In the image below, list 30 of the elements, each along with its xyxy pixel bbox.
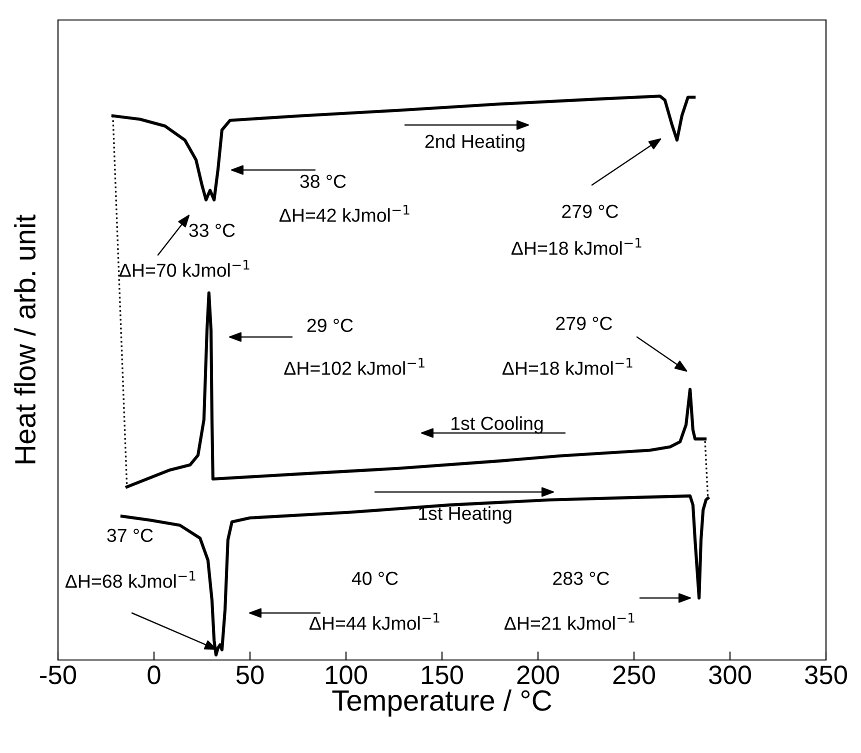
annotation: 283 °C [553,572,610,586]
annotation: 279 °C [556,316,612,330]
annotation: ΔH=70 kJmol$^{−1}$ [119,260,250,277]
x-tick-label: 200 [517,666,559,684]
x-tick-label: 150 [422,666,463,684]
annotation: ΔH=44 kJmol$^{−1}$ [309,612,440,630]
annotation: 37 °C [107,528,153,542]
x-axis-title: Temperature / °C [332,689,552,717]
x-tick-label: 100 [326,666,367,684]
x-tick-label: 350 [804,666,847,684]
x-tick-label: 300 [708,666,751,684]
annotation: ΔH=68 kJmol$^{−1}$ [65,570,196,588]
annotation: ΔH=42 kJmol$^{−1}$ [279,204,410,222]
annotation: ΔH=18 kJmol$^{−1}$ [502,358,632,375]
annotation: 279 °C [562,204,618,218]
x-tick-label: 50 [236,666,264,684]
annotation: ΔH=18 kJmol$^{−1}$ [511,238,642,255]
annotation: ΔH=21 kJmol$^{−1}$ [504,612,634,630]
x-tick-label: -50 [40,666,76,684]
annotation: 29 °C [307,318,353,332]
annotation: 33 °C [189,224,235,238]
x-tick-label: 0 [148,666,160,684]
annotation: ΔH=102 kJmol$^{−1}$ [284,358,424,375]
annotation: 1st Heating [419,506,512,524]
annotation: 2nd Heating [425,134,524,152]
x-tick-label: 250 [613,666,655,684]
annotation: 38 °C [300,174,346,188]
annotation: 40 °C [352,572,398,586]
annotation: 1st Cooling [452,416,543,434]
y-axis-title: Heat flow / arb. unit [14,214,36,464]
